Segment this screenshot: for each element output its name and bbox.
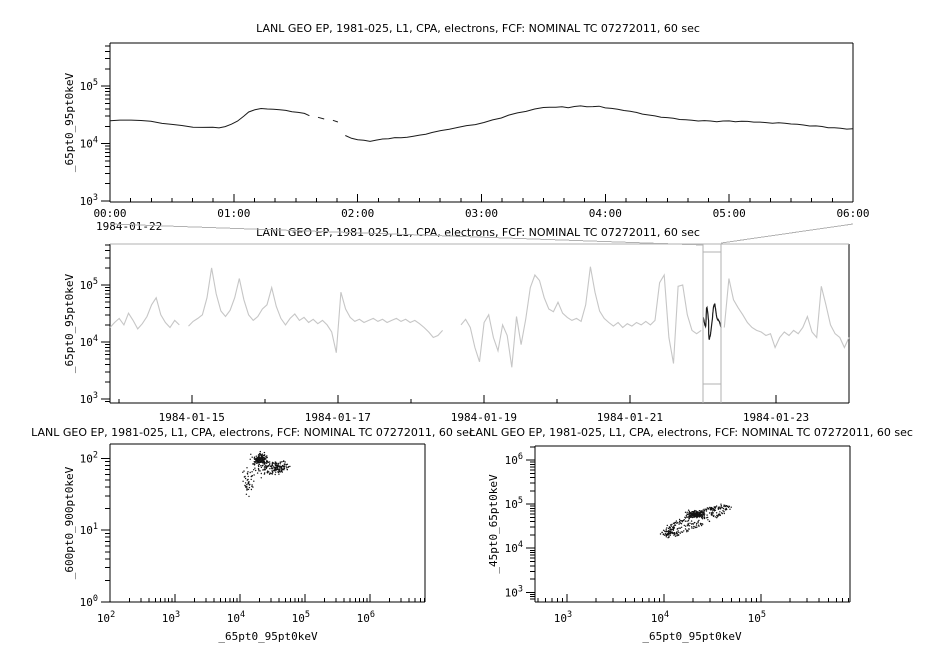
log-tick-label: 104: [80, 136, 98, 151]
middle-plot-ylabel: _65pt0_95pt0keV: [63, 273, 76, 373]
log-tick-label: 100: [80, 594, 98, 609]
log-tick-label: 104: [505, 540, 523, 555]
scatter-left-plot-points: [242, 450, 291, 498]
log-tick-label: 102: [80, 450, 98, 465]
date-tick-label: 1984-01-21: [597, 411, 663, 424]
date-tick-label: 1984-01-15: [159, 411, 225, 424]
log-tick-label: 103: [162, 610, 180, 625]
log-tick-label: 104: [80, 334, 98, 349]
top-plot: LANL GEO EP, 1981-025, L1, CPA, electron…: [63, 22, 870, 233]
time-tick-label: 05:00: [713, 207, 746, 220]
time-tick-label: 06:00: [836, 207, 869, 220]
middle-plot-title: LANL GEO EP, 1981-025, L1, CPA, electron…: [256, 226, 700, 239]
log-tick-label: 105: [505, 496, 523, 511]
log-tick-label: 104: [651, 610, 669, 625]
scatter-left-plot-ylabel: _600pt0_900pt0keV: [63, 466, 76, 579]
date-tick-label: 1984-01-19: [451, 411, 517, 424]
log-tick-label: 101: [80, 522, 98, 537]
date-tick-label: 1984-01-17: [305, 411, 371, 424]
log-tick-label: 106: [357, 610, 375, 625]
middle-plot: LANL GEO EP, 1981-025, L1, CPA, electron…: [63, 226, 850, 424]
log-tick-label: 103: [80, 391, 98, 406]
time-tick-label: 01:00: [217, 207, 250, 220]
log-tick-label: 105: [80, 78, 98, 93]
scatter-right-plot-title: LANL GEO EP, 1981-025, L1, CPA, electron…: [469, 426, 913, 439]
log-tick-label: 106: [505, 452, 523, 467]
log-tick-label: 104: [227, 610, 245, 625]
top-series-line: [109, 105, 854, 142]
scatter-left-plot-xlabel: _65pt0_95pt0keV: [218, 630, 318, 643]
date-label: 1984-01-22: [96, 220, 162, 233]
top-plot-title: LANL GEO EP, 1981-025, L1, CPA, electron…: [256, 22, 700, 35]
time-tick-label: 02:00: [341, 207, 374, 220]
zoom-selection-box[interactable]: [702, 244, 722, 403]
scatter-right-plot-points: [659, 503, 732, 539]
top-plot-ylabel: _65pt0_95pt0keV: [63, 72, 76, 172]
log-tick-label: 103: [80, 193, 98, 208]
log-tick-label: 105: [292, 610, 310, 625]
time-tick-label: 04:00: [589, 207, 622, 220]
middle-series-line: [109, 266, 850, 368]
scatter-right-plot: LANL GEO EP, 1981-025, L1, CPA, electron…: [469, 426, 913, 643]
date-tick-label: 1984-01-23: [743, 411, 809, 424]
time-tick-label: 00:00: [93, 207, 126, 220]
selected-interval-line: [702, 302, 722, 340]
scatter-left-plot: LANL GEO EP, 1981-025, L1, CPA, electron…: [31, 426, 475, 643]
log-tick-label: 105: [80, 277, 98, 292]
log-tick-label: 103: [505, 584, 523, 599]
scatter-left-plot-title: LANL GEO EP, 1981-025, L1, CPA, electron…: [31, 426, 475, 439]
log-tick-label: 105: [748, 610, 766, 625]
log-tick-label: 103: [554, 610, 572, 625]
scatter-right-plot-ylabel: _45pt0_65pt0keV: [487, 474, 500, 574]
zoom-callout-lines: [109, 223, 854, 246]
log-tick-label: 102: [97, 610, 115, 625]
scatter-right-plot-xlabel: _65pt0_95pt0keV: [642, 630, 742, 643]
time-tick-label: 03:00: [465, 207, 498, 220]
